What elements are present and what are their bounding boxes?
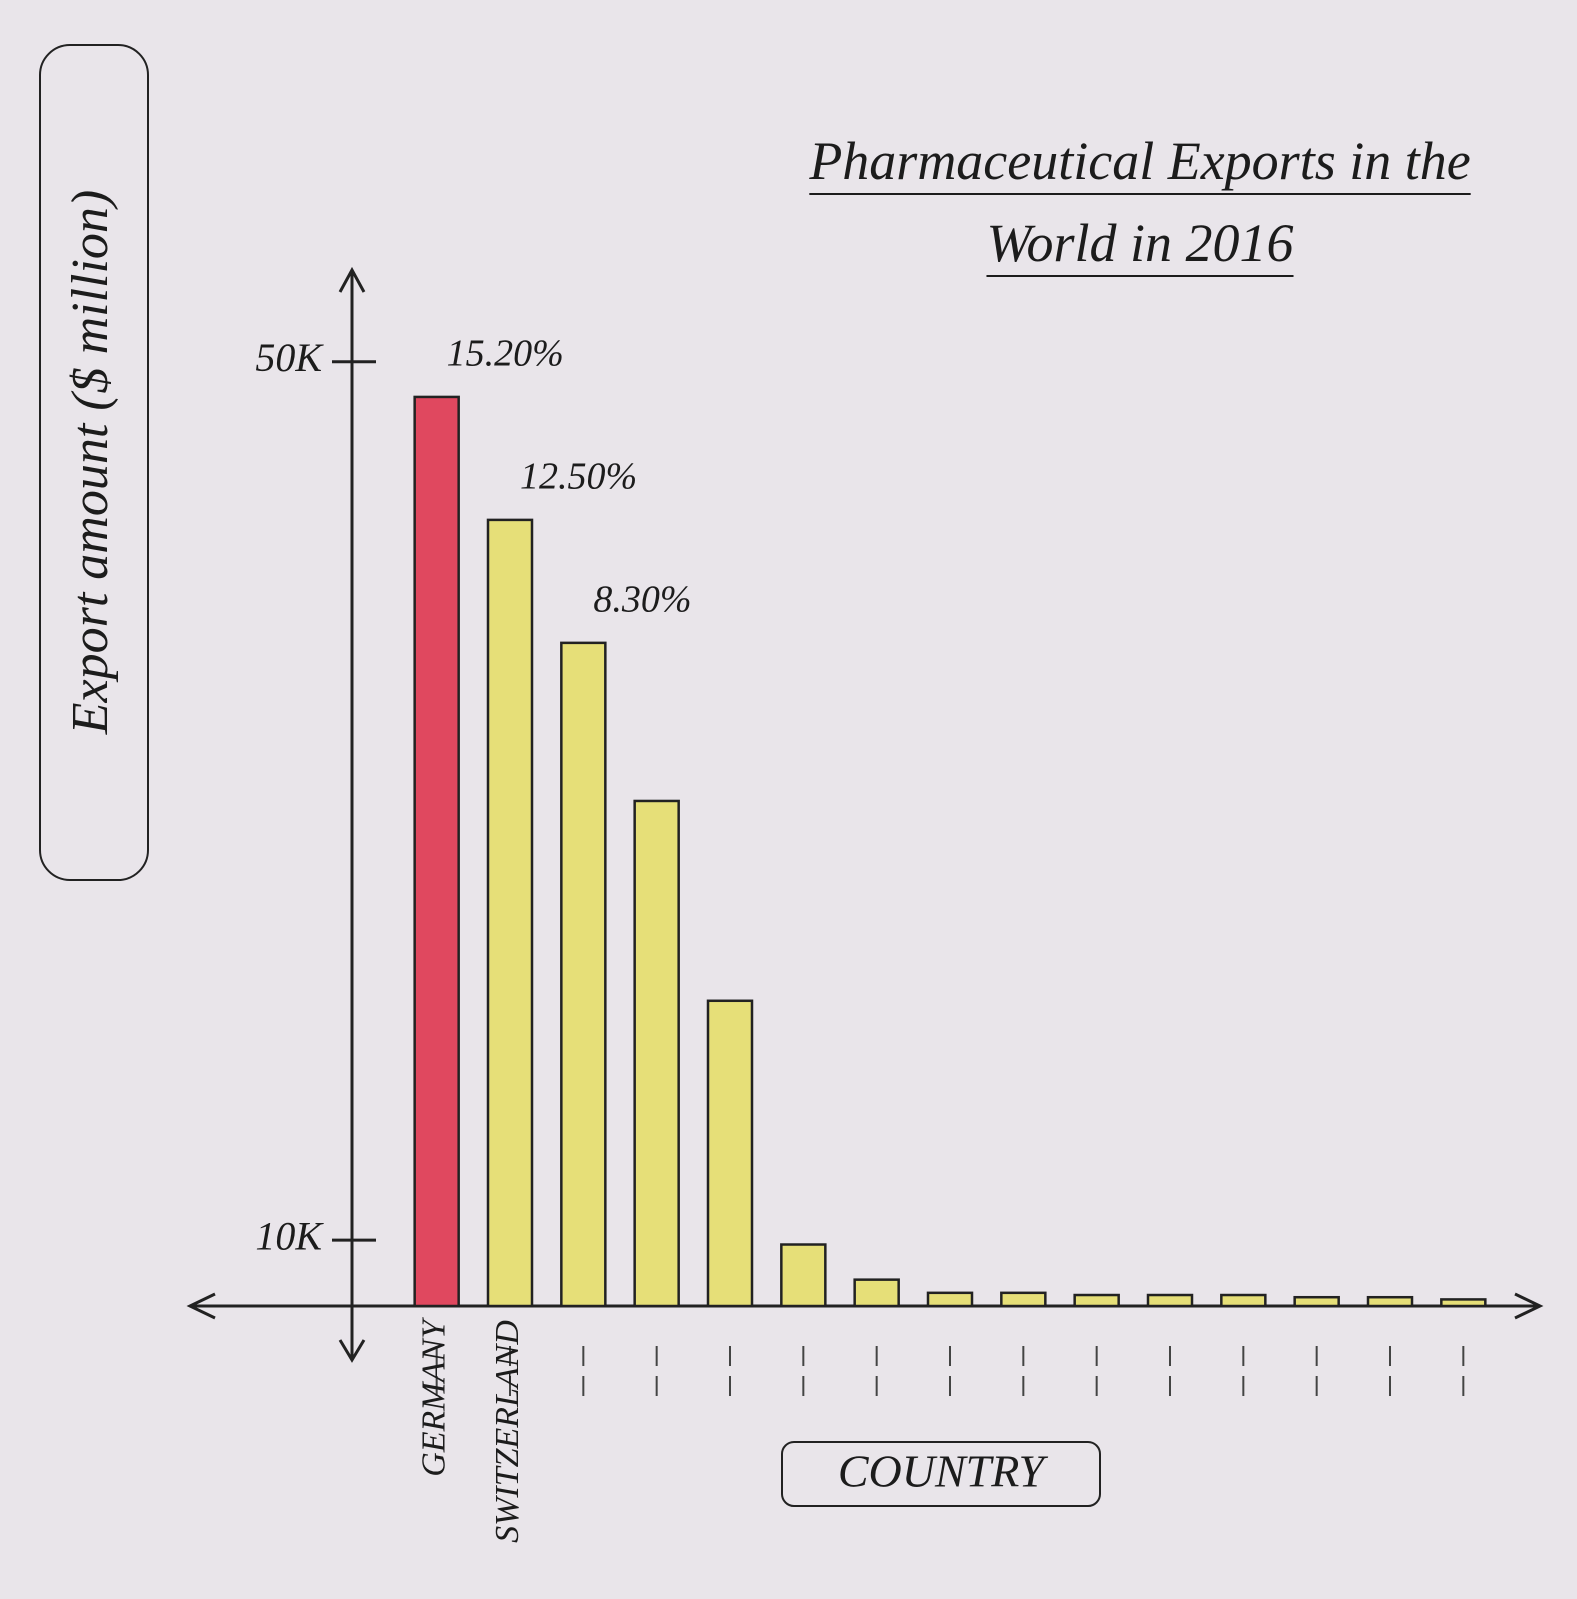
bar bbox=[1146, 1293, 1194, 1308]
bar bbox=[486, 518, 534, 1308]
bar bbox=[780, 1243, 827, 1308]
bar bbox=[853, 1278, 900, 1308]
y-tick-label: 50K bbox=[255, 335, 324, 380]
x-axis-label: COUNTRY bbox=[838, 1446, 1049, 1497]
y-label-box bbox=[39, 44, 149, 881]
bar bbox=[1440, 1298, 1487, 1308]
x-tick-label: GERMANY bbox=[415, 1317, 452, 1477]
chart-title: Pharmaceutical Exports in the World in 2… bbox=[809, 131, 1471, 273]
y-axis-label: Export amount ($ million) bbox=[62, 190, 119, 736]
bar bbox=[926, 1291, 974, 1308]
x-label-box bbox=[781, 1441, 1101, 1507]
y-axis-arrow bbox=[338, 266, 366, 293]
bar bbox=[560, 641, 607, 1308]
bar-annotation: 8.30% bbox=[593, 579, 691, 621]
x-tick-label: SWITZERLAND bbox=[489, 1320, 526, 1543]
bar bbox=[1073, 1293, 1120, 1308]
bar bbox=[706, 999, 754, 1308]
x-axis-arrow bbox=[1514, 1292, 1544, 1320]
x-axis-arrow bbox=[186, 1292, 216, 1320]
bar bbox=[1293, 1295, 1340, 1308]
y-axis-arrow bbox=[338, 1339, 366, 1363]
bar bbox=[413, 395, 460, 1308]
bar bbox=[1220, 1293, 1267, 1308]
bar bbox=[633, 799, 680, 1308]
bar-annotation: 12.50% bbox=[520, 456, 637, 498]
bar bbox=[1000, 1291, 1047, 1308]
bar-annotation: 15.20% bbox=[447, 333, 564, 375]
y-tick-label: 10K bbox=[255, 1213, 324, 1258]
bar bbox=[1366, 1295, 1414, 1308]
